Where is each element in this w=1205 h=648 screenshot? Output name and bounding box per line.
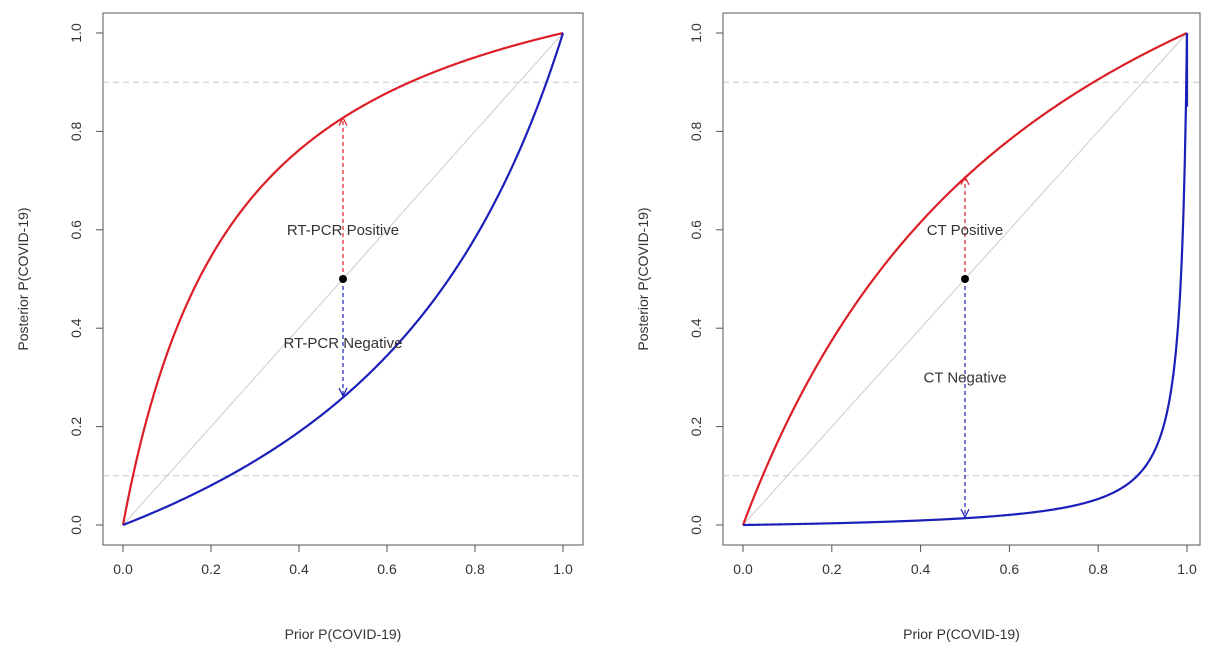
y-tick-right-1: 0.2 (688, 417, 704, 437)
x-tick-right-4: 0.8 (1088, 561, 1108, 577)
x-axis-label-right: Prior P(COVID-19) (903, 626, 1020, 642)
arrowhead-negative-right (960, 508, 970, 519)
x-tick-left-1: 0.2 (201, 561, 221, 577)
y-tick-right-5: 1.0 (688, 23, 704, 43)
x-tick-right-2: 0.4 (911, 561, 931, 577)
x-tick-right-1: 0.2 (822, 561, 842, 577)
y-tick-left-4: 0.8 (68, 121, 84, 141)
annotation-negative-left: RT-PCR Negative (284, 335, 403, 352)
chart-left: 0.0 0.2 0.4 0.6 0.8 1.0 0.0 0.2 0.4 0.6 … (15, 12, 584, 642)
plot-area-right (716, 12, 1201, 552)
y-tick-left-2: 0.4 (68, 318, 84, 338)
y-axis-label-left: Posterior P(COVID-19) (15, 207, 31, 350)
y-tick-right-4: 0.8 (688, 121, 704, 141)
plot-frame-right (722, 12, 1201, 546)
y-axis-label-right: Posterior P(COVID-19) (635, 207, 651, 350)
y-tick-left-5: 1.0 (68, 23, 84, 43)
plot-frame-left (102, 12, 584, 546)
arrowhead-negative-left (338, 387, 348, 398)
x-tick-right-0: 0.0 (733, 561, 753, 577)
y-tick-right-3: 0.6 (688, 220, 704, 240)
x-tick-left-0: 0.0 (113, 561, 133, 577)
annotation-positive-left: RT-PCR Positive (287, 222, 399, 239)
y-tick-left-1: 0.2 (68, 417, 84, 437)
x-tick-left-2: 0.4 (289, 561, 309, 577)
plot-area-left (96, 12, 584, 552)
arrowhead-positive-right (960, 175, 970, 185)
arrowhead-positive-left (338, 116, 348, 126)
prior-point-left (339, 275, 347, 283)
y-tick-right-0: 0.0 (688, 515, 704, 535)
annotation-positive-right: CT Positive (927, 222, 1003, 239)
x-tick-left-3: 0.6 (377, 561, 397, 577)
x-tick-right-3: 0.6 (1000, 561, 1020, 577)
x-tick-left-5: 1.0 (553, 561, 573, 577)
chart-right: 0.0 0.2 0.4 0.6 0.8 1.0 0.0 0.2 0.4 0.6 … (635, 12, 1201, 642)
series-line-negative-left (122, 32, 565, 527)
x-tick-left-4: 0.8 (465, 561, 485, 577)
y-tick-right-2: 0.4 (688, 318, 704, 338)
y-tick-left-0: 0.0 (68, 515, 84, 535)
prior-point-right (961, 275, 969, 283)
y-tick-left-3: 0.6 (68, 220, 84, 240)
annotation-negative-right: CT Negative (923, 369, 1006, 386)
x-tick-right-5: 1.0 (1177, 561, 1197, 577)
x-axis-label-left: Prior P(COVID-19) (285, 626, 402, 642)
